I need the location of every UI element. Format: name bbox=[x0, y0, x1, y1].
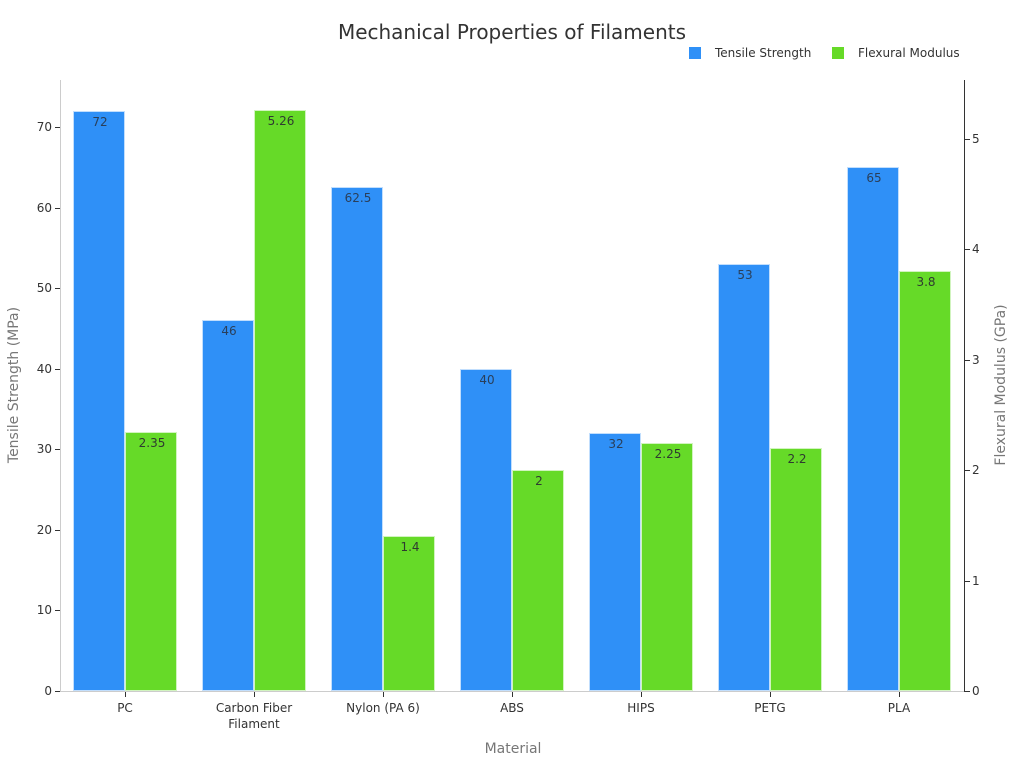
y-axis-right-line bbox=[964, 80, 965, 692]
bar-flexural-modulus[interactable]: 2 bbox=[512, 470, 564, 691]
y-tick-right-label: 5 bbox=[972, 132, 980, 146]
bar-value-label: 62.5 bbox=[344, 191, 372, 206]
bar-flexural-modulus[interactable]: 3.8 bbox=[899, 271, 951, 691]
bar-value-label: 72 bbox=[92, 114, 108, 129]
bar-tensile-strength[interactable]: 46 bbox=[202, 320, 254, 691]
bar-flexural-modulus[interactable]: 2.35 bbox=[125, 431, 177, 691]
bar-value-label: 1.4 bbox=[400, 540, 420, 555]
legend-label-tensile: Tensile Strength bbox=[715, 46, 812, 60]
y-tick-left-label: 10 bbox=[36, 603, 52, 618]
y-tick-left-label: 40 bbox=[36, 361, 52, 376]
y-tick-left bbox=[55, 691, 60, 692]
x-tick bbox=[512, 692, 513, 697]
legend-item-flexural-modulus[interactable]: Flexural Modulus bbox=[832, 46, 960, 60]
y-axis-left-line bbox=[60, 80, 61, 692]
y-tick-right bbox=[965, 359, 970, 361]
y-tick-left-label: 60 bbox=[36, 200, 52, 215]
legend-swatch-flexural bbox=[832, 47, 844, 59]
x-tick bbox=[641, 692, 642, 697]
bar-value-label: 2.35 bbox=[138, 435, 166, 450]
y-tick-right-label: 0 bbox=[972, 684, 980, 698]
y-tick-left bbox=[55, 529, 60, 531]
bar-flexural-modulus[interactable]: 5.26 bbox=[254, 110, 306, 691]
bar-value-label: 2 bbox=[535, 474, 543, 489]
x-tick bbox=[125, 692, 126, 697]
y-tick-right bbox=[965, 691, 970, 692]
y-tick-left bbox=[55, 127, 60, 128]
chart-title: Mechanical Properties of Filaments bbox=[337, 20, 687, 44]
x-tick bbox=[383, 692, 384, 697]
x-axis-line bbox=[60, 691, 964, 692]
y-tick-left-label: 0 bbox=[44, 684, 52, 698]
y-axis-left-title: Tensile Strength (MPa) bbox=[6, 306, 22, 464]
bar-value-label: 46 bbox=[221, 324, 237, 339]
y-tick-left bbox=[55, 368, 60, 370]
x-tick-label: Carbon Fiber Filament bbox=[215, 701, 293, 731]
bar-tensile-strength[interactable]: 72 bbox=[73, 110, 125, 691]
y-axis-right-title: Flexural Modulus (GPa) bbox=[993, 304, 1009, 466]
x-tick-label: ABS bbox=[500, 701, 524, 715]
bar-value-label: 2.25 bbox=[654, 446, 682, 461]
bar-value-label: 2.2 bbox=[787, 452, 807, 467]
x-tick bbox=[899, 692, 900, 697]
y-tick-right bbox=[965, 470, 970, 472]
bar-tensile-strength[interactable]: 65 bbox=[847, 167, 899, 691]
y-tick-right bbox=[965, 249, 970, 251]
bar-value-label: 5.26 bbox=[267, 114, 295, 129]
x-tick-label: PETG bbox=[754, 701, 786, 715]
bar-tensile-strength[interactable]: 62.5 bbox=[331, 187, 383, 691]
legend-label-flexural: Flexural Modulus bbox=[858, 46, 960, 60]
y-tick-right-label: 4 bbox=[972, 242, 980, 257]
y-tick-left-label: 50 bbox=[36, 281, 52, 296]
y-tick-right-label: 3 bbox=[972, 352, 980, 367]
y-tick-right-label: 1 bbox=[972, 573, 980, 588]
y-tick-left-label: 30 bbox=[36, 442, 52, 457]
bar-value-label: 65 bbox=[866, 171, 882, 186]
x-tick-label: PLA bbox=[887, 701, 911, 715]
y-tick-left-label: 20 bbox=[36, 522, 52, 537]
y-tick-left bbox=[55, 207, 60, 209]
legend-item-tensile-strength[interactable]: Tensile Strength bbox=[689, 46, 811, 60]
y-tick-right bbox=[965, 580, 970, 582]
y-tick-left bbox=[55, 288, 60, 290]
bar-flexural-modulus[interactable]: 1.4 bbox=[383, 536, 435, 691]
x-axis-title: Material bbox=[484, 741, 542, 757]
bar-value-label: 53 bbox=[737, 267, 753, 282]
legend-swatch-tensile bbox=[689, 47, 701, 59]
bar-flexural-modulus[interactable]: 2.25 bbox=[641, 442, 693, 691]
bar-value-label: 40 bbox=[479, 372, 495, 387]
bar-value-label: 32 bbox=[608, 437, 624, 452]
bar-tensile-strength[interactable]: 32 bbox=[589, 433, 641, 691]
y-tick-right-label: 2 bbox=[972, 463, 980, 478]
x-tick bbox=[770, 692, 771, 697]
x-tick-label: HIPS bbox=[627, 701, 655, 715]
x-tick-label: PC bbox=[117, 701, 133, 715]
y-tick-left bbox=[55, 610, 60, 612]
bar-flexural-modulus[interactable]: 2.2 bbox=[770, 448, 822, 691]
x-tick bbox=[254, 692, 255, 697]
bar-tensile-strength[interactable]: 53 bbox=[718, 263, 770, 691]
bar-tensile-strength[interactable]: 40 bbox=[460, 368, 512, 691]
y-tick-right bbox=[965, 139, 970, 140]
y-tick-left-label: 70 bbox=[36, 120, 52, 134]
y-tick-left bbox=[55, 449, 60, 451]
x-tick-label: Nylon (PA 6) bbox=[346, 701, 420, 715]
bar-value-label: 3.8 bbox=[916, 275, 936, 290]
